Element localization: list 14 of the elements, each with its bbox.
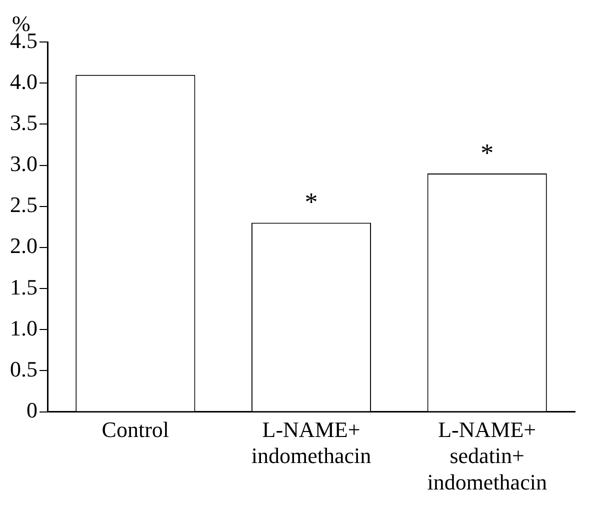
y-tick-label: 2.5 (10, 192, 38, 218)
y-tick-label: 3.0 (10, 151, 38, 176)
y-tick-label: 3.5 (10, 110, 38, 135)
y-tick-label: 2.0 (10, 233, 38, 258)
y-tick-label: 1.0 (10, 315, 38, 340)
x-tick-label: L-NAME+ sedatin+ indomethacin (427, 416, 547, 495)
annotation: * (304, 188, 318, 217)
annotation: * (480, 138, 494, 168)
y-tick-label: 0.5 (10, 356, 38, 382)
y-tick-label: 1.5 (10, 274, 38, 300)
y-tick-label: 4.0 (10, 68, 38, 94)
y-tick-label: 0 (26, 398, 38, 423)
x-tick-label: Control (102, 416, 170, 442)
x-tick-label: L-NAME+ indomethacin (251, 416, 372, 468)
